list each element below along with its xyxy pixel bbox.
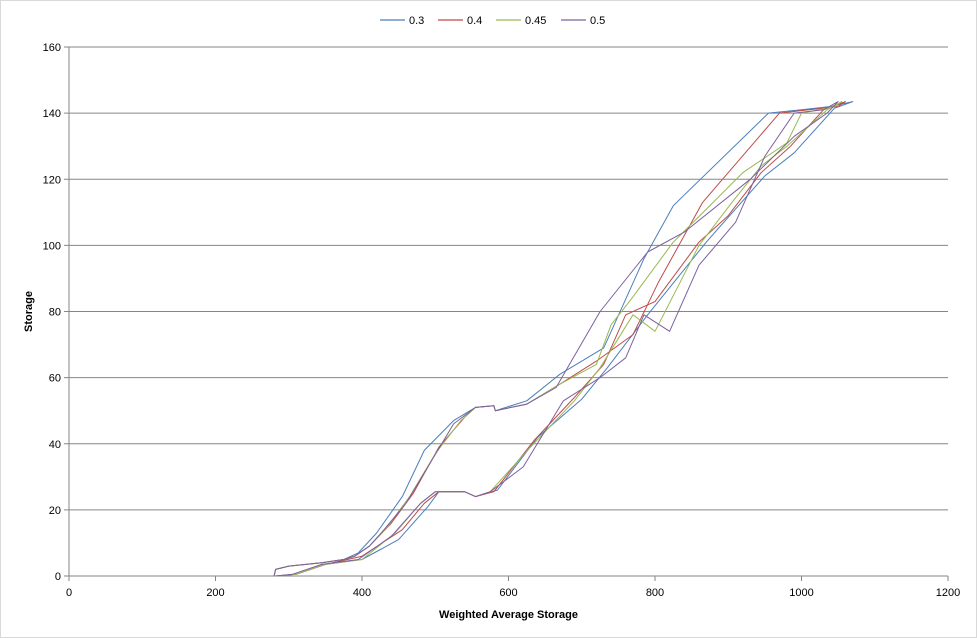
legend-label-0.5: 0.5 <box>590 15 605 27</box>
x-axis-ticks: 0 200 400 600 800 1000 1200 <box>66 576 960 599</box>
y-tick-label-7: 140 <box>43 108 61 120</box>
legend: 0.3 0.4 0.45 0.5 <box>380 15 605 27</box>
y-tick-label-5: 100 <box>43 240 61 252</box>
legend-label-0.3: 0.3 <box>409 15 424 27</box>
y-tick-label-2: 40 <box>49 439 61 451</box>
y-tick-label-1: 20 <box>49 505 61 517</box>
x-tick-label-0: 0 <box>66 587 72 599</box>
x-tick-label-1: 200 <box>206 587 224 599</box>
series-layer <box>273 101 854 577</box>
x-tick-label-3: 600 <box>499 587 517 599</box>
y-tick-label-4: 80 <box>49 307 61 319</box>
series-line-0.5 <box>273 101 839 577</box>
y-tick-label-6: 120 <box>43 174 61 186</box>
y-axis-ticks: 0 20 40 60 80 100 120 140 160 <box>43 42 69 583</box>
series-line-0.4 <box>273 101 846 577</box>
y-tick-label-8: 160 <box>43 42 61 54</box>
legend-label-0.45: 0.45 <box>525 15 546 27</box>
x-tick-label-5: 1000 <box>789 587 813 599</box>
y-tick-label-3: 60 <box>49 373 61 385</box>
x-tick-label-4: 800 <box>646 587 664 599</box>
series-line-0.3 <box>273 101 854 577</box>
x-tick-label-6: 1200 <box>936 587 960 599</box>
x-tick-label-2: 400 <box>353 587 371 599</box>
legend-label-0.4: 0.4 <box>467 15 482 27</box>
y-tick-label-0: 0 <box>55 571 61 583</box>
y-axis-title: Storage <box>23 291 35 332</box>
x-axis-title: Weighted Average Storage <box>439 609 578 621</box>
gridlines <box>69 46 948 511</box>
